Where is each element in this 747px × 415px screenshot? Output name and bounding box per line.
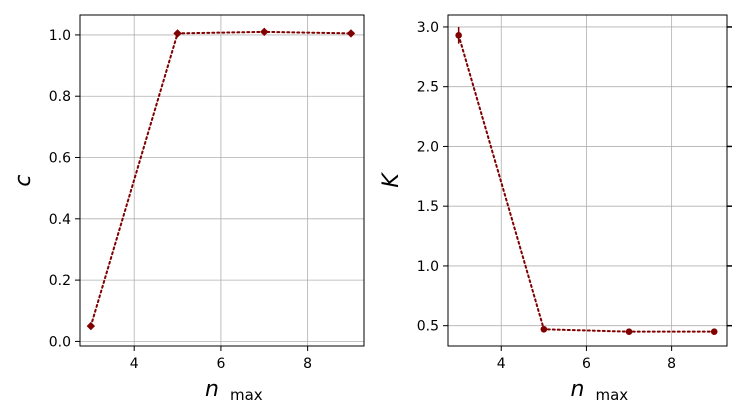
plot-frame	[447, 14, 728, 347]
data-point	[173, 29, 182, 38]
x-tick-label: 6	[582, 356, 591, 372]
series-line	[89, 30, 352, 328]
y-tick-label: 0.4	[49, 212, 71, 228]
chart-left: 4 6 8 0.0 0.2 0.4 0.6 0.8 1.0 n max c	[11, 14, 365, 404]
y-tick-label: 0.8	[49, 89, 71, 105]
data-point	[260, 27, 269, 37]
x-tick-label: 4	[130, 356, 139, 372]
y-tick-label: 0.2	[49, 273, 71, 289]
x-axis-label: n	[571, 377, 585, 402]
x-tick-label: 8	[667, 356, 676, 372]
y-axis-label: K	[379, 172, 404, 188]
data-point	[625, 328, 633, 335]
y-tick-label: 1.0	[49, 28, 71, 44]
x-axis-label: n	[205, 377, 219, 402]
y-tick-label: 3.0	[417, 20, 439, 36]
y-tick-label: 0.0	[49, 334, 71, 350]
x-tick-label: 6	[216, 356, 225, 372]
y-tick-label: 0.5	[417, 319, 439, 335]
y-tick-label: 0.6	[49, 151, 71, 167]
x-axis-label-subscript: max	[230, 386, 263, 404]
y-tick-label: 2.0	[417, 139, 439, 155]
data-point	[540, 325, 548, 333]
data-point	[455, 32, 462, 39]
y-axis-label: c	[11, 174, 36, 186]
y-tick-label: 1.5	[417, 199, 439, 215]
x-tick-label: 8	[303, 356, 312, 372]
x-tick-label: 4	[497, 356, 506, 372]
y-tick-label: 2.5	[417, 80, 439, 96]
data-point	[710, 328, 718, 335]
chart-right: 4 6 8 0.5 1.0 1.5 2.0 2.5 3.0 n max K	[379, 14, 732, 404]
data-point	[86, 321, 96, 331]
x-axis-label-subscript: max	[596, 386, 629, 404]
plot-frame	[79, 14, 365, 347]
y-tick-label: 1.0	[417, 259, 439, 275]
data-point	[346, 29, 356, 38]
